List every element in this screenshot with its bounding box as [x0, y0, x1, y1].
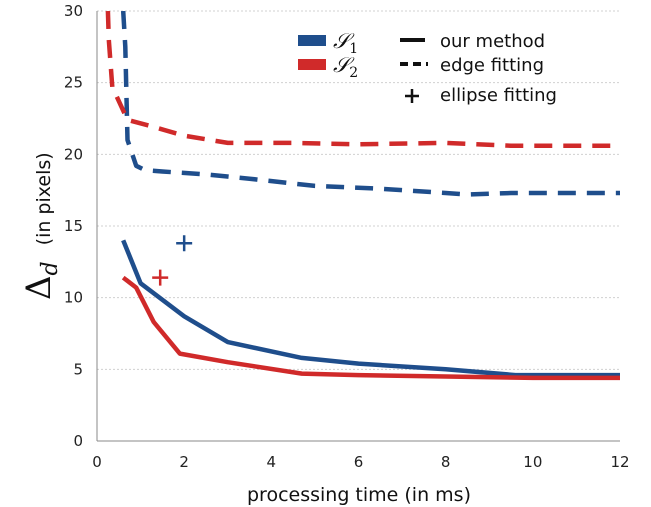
series-line-s1-our-method	[121, 239, 620, 378]
axes	[96, 11, 620, 442]
series-line-s1-edge-fitting	[120, 11, 620, 197]
x-tick-label: 0	[92, 453, 102, 471]
legend-label-our-method: our method	[440, 31, 545, 52]
marker-s1-ellipse-fitting	[176, 235, 193, 252]
y-tick-label: 0	[73, 432, 83, 450]
legend-plus-marker	[405, 89, 419, 103]
legend-entry-edge-fitting: edge fitting	[400, 55, 544, 76]
legend-label-edge-fitting: edge fitting	[440, 55, 544, 76]
y-axis-label: Δd (in pixels)	[19, 152, 63, 300]
x-tick-label: 6	[354, 453, 364, 471]
legend-entry-our-method: our method	[400, 31, 545, 52]
x-tick-label: 10	[523, 453, 542, 471]
y-tick-label: 30	[64, 2, 83, 20]
y-axis-subscript: d	[38, 261, 63, 275]
legend-entry-ellipse-fitting: ellipse fitting	[405, 85, 557, 106]
y-tick-label: 20	[64, 145, 83, 163]
legend: 𝒮1 𝒮2 our method edge fitting ellipse fi…	[298, 29, 557, 106]
y-axis-symbol: Δ	[19, 275, 59, 300]
x-tick-label: 12	[610, 453, 629, 471]
legend-entry-s2: 𝒮2	[298, 53, 358, 81]
plot-lines	[105, 11, 620, 381]
y-tick-label: 5	[73, 360, 83, 378]
x-tick-label: 4	[267, 453, 277, 471]
series-line-s2-edge-fitting	[105, 11, 620, 148]
x-axis-label: processing time (in ms)	[247, 484, 471, 506]
y-tick-label: 10	[64, 289, 83, 307]
x-tick-label: 8	[441, 453, 451, 471]
marker-s2-ellipse-fitting	[152, 269, 169, 286]
grid	[97, 10, 620, 370]
legend-subscript-s2: 2	[349, 65, 358, 81]
x-tick-label: 2	[179, 453, 189, 471]
series-line-s2-our-method	[121, 275, 620, 381]
svg-text:𝒮2: 𝒮2	[333, 53, 358, 81]
plot-markers	[152, 235, 193, 286]
legend-swatch-s2	[298, 59, 326, 70]
svg-text:Δd(in pixels): Δd (in pixels)	[19, 152, 63, 300]
legend-subscript-s1: 1	[349, 41, 358, 57]
y-tick-label: 25	[64, 74, 83, 92]
legend-label-ellipse-fitting: ellipse fitting	[440, 85, 557, 106]
y-tick-label: 15	[64, 217, 83, 235]
legend-swatch-s1	[298, 35, 326, 46]
y-axis-unit: (in pixels)	[33, 152, 55, 245]
